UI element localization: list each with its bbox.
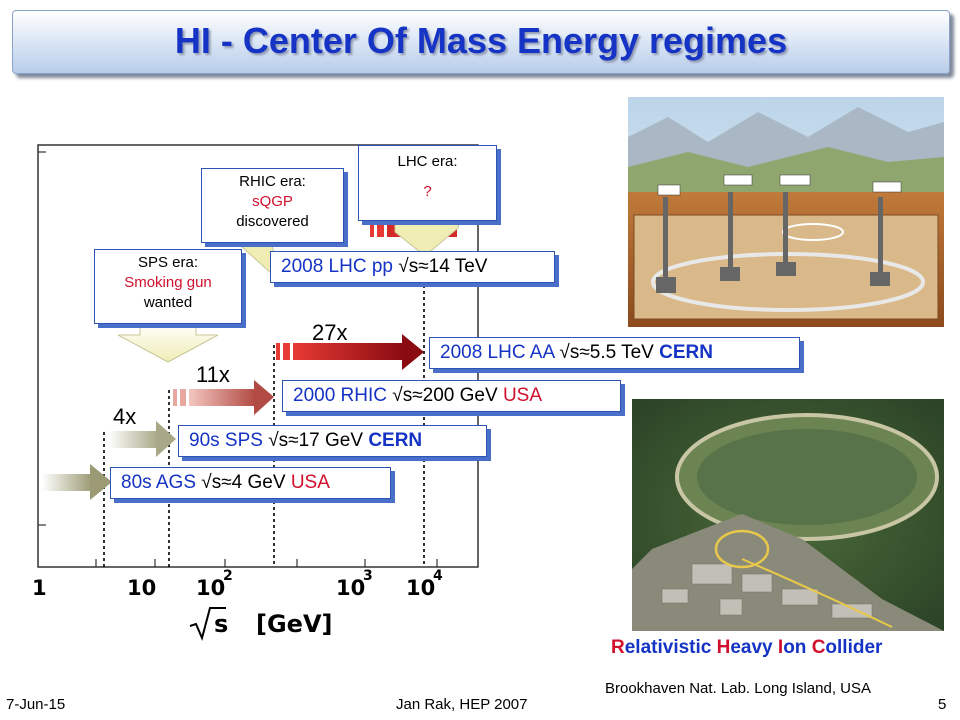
x-axis-title <box>188 604 348 649</box>
rhic-callout-line2: sQGP <box>252 193 293 210</box>
rhic-callout-line3: discovered <box>236 213 309 230</box>
tick-label-10-base-3: 10 <box>336 576 366 600</box>
lhc-callout-line1: LHC era: <box>397 153 458 170</box>
rhic-photo-image <box>632 399 944 631</box>
rhic-arrow <box>173 380 274 415</box>
rhic-country: USA <box>502 385 543 406</box>
rhic-caption-collider: ollider <box>825 637 883 658</box>
rhic-approx: ≈ <box>412 385 423 406</box>
tick-label-10-base-2: 10 <box>196 576 226 600</box>
page-title: HI - Center Of Mass Energy regimes <box>174 20 788 61</box>
tick-marks <box>38 151 438 567</box>
rhic-caption-relativistic: elativistic <box>624 637 717 658</box>
page-number: 5 <box>938 696 947 713</box>
rhic-box: 2000 RHIC √s≈200 GeV USA <box>282 380 621 412</box>
lhc-pp-sqrt-s: s <box>408 256 419 277</box>
lhc-aa-approx: ≈ <box>579 342 590 363</box>
lhc-aa-sqrt-s: s <box>569 342 580 363</box>
lhc-pp-approx: ≈ <box>418 256 429 277</box>
rhic-sqrt-s: s <box>402 385 413 406</box>
rhic-caption-ion: on <box>783 637 812 658</box>
sqrt-icon: √ <box>559 342 570 363</box>
rhic-value: 200 GeV <box>422 385 503 406</box>
sps-callout-line1: SPS era: <box>137 254 199 271</box>
tick-label-10: 10 <box>127 576 157 600</box>
rhic-callout-line1: RHIC era: <box>239 173 306 190</box>
rhic-era-callout: RHIC era: sQGP discovered <box>201 168 344 243</box>
lhc-pp-label: 2008 LHC pp <box>281 256 399 277</box>
rhic-caption-heavy: eavy <box>730 637 778 658</box>
footer-date: 7-Jun-15 <box>6 696 66 713</box>
sqrt-icon: √ <box>268 430 279 451</box>
title-bar: HI - Center Of Mass Energy regimes <box>12 10 950 74</box>
ags-box: 80s AGS √s≈4 GeV USA <box>110 467 391 499</box>
lhc-aa-box: 2008 LHC AA √s≈5.5 TeV CERN <box>429 337 800 369</box>
sqrt-icon: √ <box>201 472 212 493</box>
lhc-aa-country: CERN <box>659 342 713 363</box>
tick-label-exponent-2: 2 <box>223 568 233 584</box>
ags-value: 4 GeV <box>231 472 291 493</box>
tick-label-exponent-3: 3 <box>363 568 373 584</box>
lhc-illustration <box>628 97 944 327</box>
sps-callout-pointer <box>117 321 219 363</box>
sps-value: 17 GeV <box>298 430 369 451</box>
tick-label-exponent-4: 4 <box>433 568 443 584</box>
rhic-caption-h: H <box>716 637 731 658</box>
ags-approx: ≈ <box>221 472 232 493</box>
sqrt-icon: √ <box>392 385 403 406</box>
rhic-aerial-photo <box>632 399 944 631</box>
lhc-aa-value: 5.5 TeV <box>589 342 660 363</box>
lhc-callout-line2: ? <box>423 183 432 200</box>
rhic-caption: Relativistic Heavy Ion Collider <box>611 637 882 659</box>
lab-caption: Brookhaven Nat. Lab. Long Island, USA <box>605 680 872 697</box>
tick-label-10-base-4: 10 <box>406 576 436 600</box>
sqrt-icon: √ <box>398 256 409 277</box>
ags-arrow <box>42 464 112 500</box>
x-axis-sqrt-s: s <box>214 610 229 638</box>
sps-arrow <box>108 421 176 457</box>
sps-callout-line3: wanted <box>143 294 193 311</box>
ags-country: USA <box>290 472 330 493</box>
sps-label: 90s SPS <box>189 430 269 451</box>
sps-approx: ≈ <box>288 430 299 451</box>
multiplier-11x: 11x <box>196 362 230 387</box>
tick-label-1: 1 <box>32 576 47 600</box>
sps-box: 90s SPS √s≈17 GeV CERN <box>178 425 487 457</box>
sps-sqrt-s: s <box>278 430 289 451</box>
sqrt-icon <box>189 607 226 642</box>
sps-country: CERN <box>368 430 423 451</box>
footer-author: Jan Rak, HEP 2007 <box>396 696 528 713</box>
multiplier-27x: 27x <box>312 320 348 345</box>
lhc-pp-value: 14 TeV <box>428 256 488 277</box>
ags-label: 80s AGS <box>121 472 202 493</box>
multiplier-4x: 4x <box>113 404 137 429</box>
lhc-pp-box: 2008 LHC pp √s≈14 TeV <box>270 251 555 283</box>
sps-era-callout: SPS era: Smoking gun wanted <box>94 249 242 324</box>
rhic-label: 2000 RHIC <box>293 385 393 406</box>
lhc-aa-label: 2008 LHC AA <box>440 342 560 363</box>
rhic-caption-r: R <box>611 637 625 658</box>
ags-sqrt-s: s <box>211 472 222 493</box>
lhc-era-callout: LHC era: ? <box>358 145 497 221</box>
lhc-diagram-image <box>628 97 944 327</box>
lhc-arrow <box>276 334 424 370</box>
rhic-caption-c: C <box>811 637 826 658</box>
sps-callout-line2: Smoking gun <box>124 274 212 291</box>
rhic-caption-i: I <box>777 637 784 658</box>
x-axis-unit: [GeV] <box>256 610 333 638</box>
